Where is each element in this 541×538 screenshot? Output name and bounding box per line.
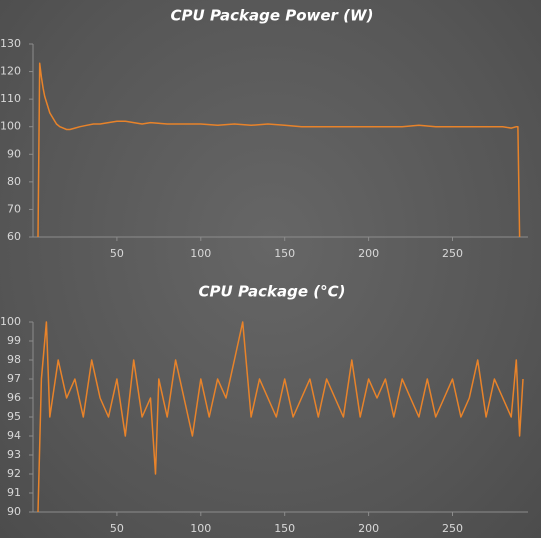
y-tick-label: 80 [7, 175, 21, 188]
x-tick-label: 150 [274, 247, 295, 260]
y-tick-label: 96 [7, 391, 21, 404]
data-line [37, 62, 521, 238]
y-tick-label: 120 [0, 65, 21, 78]
x-tick-label: 150 [274, 522, 295, 535]
y-tick-label: 91 [7, 486, 21, 499]
x-tick-label: 100 [190, 247, 211, 260]
chart-title: CPU Package (°C) [199, 283, 346, 301]
y-tick-label: 94 [7, 429, 21, 442]
chart-title: CPU Package Power (W) [171, 7, 374, 25]
y-tick-label: 90 [7, 505, 21, 518]
y-tick-label: 92 [7, 467, 21, 480]
y-tick-label: 95 [7, 410, 21, 423]
x-tick-label: 250 [442, 522, 463, 535]
y-tick-label: 99 [7, 334, 21, 347]
x-tick-label: 200 [358, 522, 379, 535]
y-tick-label: 130 [0, 37, 21, 50]
y-tick-label: 60 [7, 230, 21, 243]
x-tick-label: 50 [110, 522, 124, 535]
data-line [37, 321, 524, 513]
x-tick-label: 50 [110, 247, 124, 260]
y-tick-label: 100 [0, 120, 21, 133]
y-tick-label: 100 [0, 315, 21, 328]
y-tick-label: 97 [7, 372, 21, 385]
y-tick-label: 70 [7, 202, 21, 215]
x-tick-label: 200 [358, 247, 379, 260]
x-tick-label: 100 [190, 522, 211, 535]
y-tick-label: 93 [7, 448, 21, 461]
y-tick-label: 110 [0, 92, 21, 105]
y-tick-label: 90 [7, 147, 21, 160]
y-tick-label: 98 [7, 353, 21, 366]
x-tick-label: 250 [442, 247, 463, 260]
